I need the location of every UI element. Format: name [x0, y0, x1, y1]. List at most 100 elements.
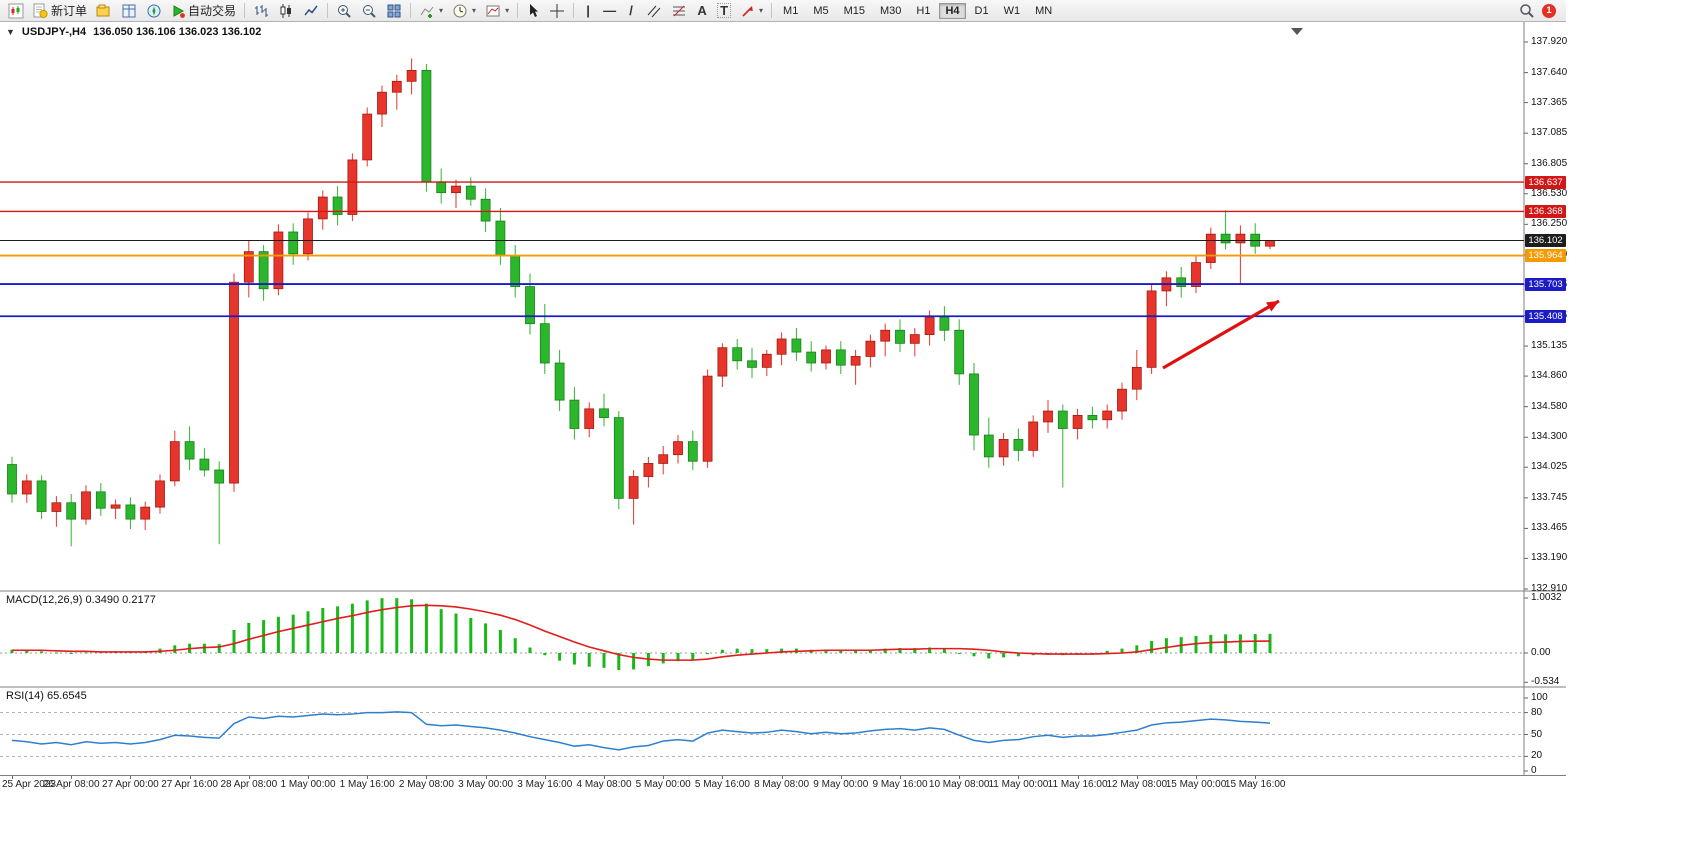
- arrows-tool[interactable]: ▾: [736, 1, 767, 20]
- profiles-button[interactable]: [92, 1, 116, 20]
- candlestick-chart-icon: [280, 3, 292, 18]
- timeframe-w1[interactable]: W1: [1003, 4, 1021, 17]
- time-axis-tick: [426, 776, 428, 779]
- mini-chart-icon: [8, 3, 24, 18]
- zoom-out-button[interactable]: [357, 1, 381, 20]
- dropdown-caret-icon: ▾: [505, 6, 510, 15]
- bar-chart-button[interactable]: [249, 1, 273, 20]
- macd-label: MACD(12,26,9) 0.3490 0.2177: [6, 594, 156, 606]
- indicators-icon: [420, 6, 434, 18]
- timeframe-m1[interactable]: M1: [783, 4, 799, 17]
- horizontal-line-tool[interactable]: —: [599, 1, 620, 20]
- search-icon[interactable]: [1519, 3, 1535, 19]
- navigator-button[interactable]: [142, 1, 166, 20]
- chart-collapse-icon[interactable]: ▼: [6, 27, 15, 37]
- time-axis[interactable]: 25 Apr 2023 26 Apr 08:00 27 Apr 00:00 27 Ap…: [0, 775, 1566, 792]
- time-axis-label: 11 May 00:00: [988, 779, 1049, 790]
- time-axis-tick: [959, 776, 961, 779]
- crosshair-icon: [550, 3, 565, 18]
- time-axis-label: 12 May 08:00: [1106, 779, 1168, 790]
- time-axis-tick: [544, 776, 546, 779]
- channel-tool[interactable]: [642, 1, 666, 20]
- timeframe-h4[interactable]: H4: [939, 2, 966, 19]
- templates-button[interactable]: ▾: [481, 1, 513, 20]
- auto-trading-label: 自动交易: [188, 4, 237, 18]
- crosshair-tool-button[interactable]: [545, 1, 569, 20]
- mt4-window: 新订单 自动交易: [0, 0, 1567, 792]
- time-axis-tick: [1077, 776, 1079, 779]
- timeframe-d1[interactable]: D1: [974, 4, 989, 17]
- horizontal-line-icon: —: [603, 3, 617, 18]
- trendline-tool[interactable]: /: [621, 1, 641, 20]
- time-axis-tick: [1018, 776, 1020, 779]
- cursor-tool-button[interactable]: [522, 1, 544, 20]
- macd-histogram: [10, 598, 1272, 670]
- ohlc-values: 136.050 136.106 136.023 136.102: [93, 26, 262, 38]
- time-axis-tick: [71, 776, 73, 779]
- chart-window-icon[interactable]: [4, 1, 28, 20]
- chart-title: ▼ USDJPY-,H4 136.050 136.106 136.023 136…: [6, 26, 261, 38]
- candlestick-chart[interactable]: [0, 22, 1566, 775]
- time-axis-tick: [722, 776, 724, 779]
- indicators-button[interactable]: ▾: [415, 1, 447, 20]
- time-axis-tick: [781, 776, 783, 779]
- candles[interactable]: [7, 58, 1275, 547]
- clock-icon: [453, 4, 467, 17]
- time-axis-tick: [485, 776, 487, 779]
- zoom-in-button[interactable]: [332, 1, 356, 20]
- timeframe-h1[interactable]: H1: [916, 4, 931, 17]
- rsi-line: [11, 711, 1271, 751]
- time-axis-tick: [1196, 776, 1197, 779]
- trend-arrow-annotation[interactable]: [1162, 299, 1280, 370]
- channel-icon: [647, 5, 661, 17]
- zoom-in-icon: [338, 4, 351, 18]
- dropdown-caret-icon: ▾: [439, 6, 444, 15]
- toolbar-separator: [327, 3, 329, 18]
- line-chart-icon: [304, 5, 318, 15]
- order-form-icon: [33, 3, 48, 18]
- time-axis-tick: [1136, 776, 1138, 779]
- toolbar-separator: [573, 3, 575, 18]
- time-axis-tick: [130, 776, 132, 779]
- auto-trading-button[interactable]: 自动交易: [167, 1, 240, 20]
- fibonacci-icon: [673, 5, 686, 16]
- notification-badge[interactable]: 1: [1542, 3, 1556, 18]
- chart-window: ▼ USDJPY-,H4 136.050 136.106 136.023 136…: [0, 22, 1567, 792]
- tile-windows-button[interactable]: [382, 1, 406, 20]
- text-tool-icon: A: [697, 3, 707, 18]
- time-axis-label: 3 May 16:00: [517, 779, 573, 790]
- timeframe-mn[interactable]: MN: [1035, 4, 1053, 17]
- timeframe-m5[interactable]: M5: [813, 4, 829, 17]
- auto-trading-icon: [173, 4, 185, 18]
- chart-shift-marker[interactable]: [1291, 28, 1303, 35]
- time-axis-label: 27 Apr 00:00: [102, 779, 159, 790]
- fibonacci-tool[interactable]: [667, 1, 691, 20]
- zoom-out-icon: [363, 4, 376, 18]
- time-axis-label: 26 Apr 08:00: [42, 779, 100, 790]
- text-tool[interactable]: A: [692, 1, 712, 20]
- time-axis-tick: [189, 776, 191, 779]
- vertical-line-tool[interactable]: |: [578, 1, 598, 20]
- timeframe-m15[interactable]: M15: [843, 4, 866, 17]
- candlestick-chart-button[interactable]: [274, 1, 298, 20]
- time-axis-tick: [1255, 776, 1257, 779]
- time-axis-label: 27 Apr 16:00: [161, 779, 218, 790]
- timeframe-m30[interactable]: M30: [880, 4, 902, 17]
- new-order-button[interactable]: 新订单: [29, 1, 91, 20]
- time-axis-tick: [308, 776, 309, 779]
- time-axis-label: 5 May 00:00: [635, 779, 691, 790]
- time-axis-label: 10 May 08:00: [928, 779, 990, 790]
- time-axis-label: 25 Apr 2023: [2, 779, 56, 790]
- label-tool-icon: T: [717, 3, 732, 18]
- toolbar-separator: [410, 3, 412, 18]
- profiles-icon: [96, 4, 110, 16]
- periods-button[interactable]: ▾: [448, 1, 480, 20]
- time-axis-tick: [663, 776, 665, 779]
- time-axis-label: 15 May 16:00: [1224, 779, 1286, 790]
- time-axis-label: 11 May 16:00: [1047, 779, 1108, 790]
- toolbar-separator: [244, 3, 246, 18]
- market-watch-button[interactable]: [117, 1, 141, 20]
- time-axis-label: 4 May 08:00: [576, 779, 632, 790]
- label-tool[interactable]: T: [713, 1, 735, 20]
- line-chart-button[interactable]: [299, 1, 323, 20]
